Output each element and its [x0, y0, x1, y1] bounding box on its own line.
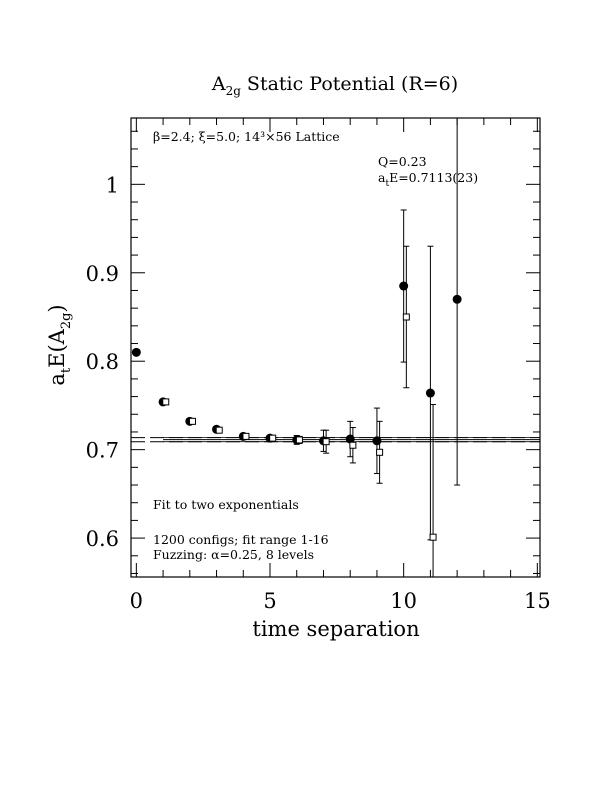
ylabel-part: a — [45, 373, 69, 386]
data-point — [429, 533, 437, 541]
data-point — [242, 432, 250, 440]
annotation: β=2.4; ξ=5.0; 14³×56 Lattice — [153, 129, 340, 144]
data-point — [425, 388, 435, 398]
y-tick-label: 1 — [106, 173, 119, 197]
data-point — [215, 426, 223, 434]
ylabel-sub: 2g — [59, 313, 74, 330]
annotation: atE=0.7113(23) — [378, 170, 478, 189]
y-tick-label: 0.9 — [86, 262, 119, 286]
y-tick-label: 0.6 — [86, 527, 119, 551]
x-axis-label: time separation — [252, 617, 419, 641]
data-point — [188, 417, 196, 425]
x-tick-label: 10 — [390, 589, 417, 613]
y-tick-label: 0.7 — [86, 439, 119, 463]
annotation: 1200 configs; fit range 1-16 — [153, 532, 329, 547]
data-point — [349, 441, 357, 449]
data-point — [322, 438, 330, 446]
title-part: Static Potential (R=6) — [241, 73, 458, 95]
ylabel-part: ) — [45, 304, 69, 312]
annotation-part: E=0.7113(23) — [389, 170, 478, 185]
y-axis-label: atE(A2g) — [45, 304, 74, 385]
annotation: Q=0.23 — [378, 154, 427, 169]
data-point — [376, 448, 384, 456]
x-tick-label: 0 — [130, 589, 143, 613]
annotation-part: a — [378, 170, 386, 185]
annotation: Fit to two exponentials — [153, 497, 299, 512]
data-point — [402, 313, 410, 321]
ylabel-part: E(A — [45, 328, 69, 368]
plot-data — [131, 118, 540, 577]
data-point — [269, 434, 277, 442]
data-point — [295, 436, 303, 444]
ylabel-sub: t — [59, 367, 74, 373]
data-point — [452, 294, 462, 304]
y-tick-label: 0.8 — [86, 350, 119, 374]
annotation-sub: t — [385, 179, 389, 189]
data-point — [131, 347, 141, 357]
chart-title: A2g Static Potential (R=6) — [211, 73, 458, 98]
title-sub: 2g — [226, 84, 242, 98]
x-tick-label: 5 — [263, 589, 276, 613]
data-point — [162, 398, 170, 406]
title-part: A — [211, 73, 226, 95]
x-tick-label: 15 — [524, 589, 551, 613]
plot-frame — [130, 117, 541, 578]
annotation: Fuzzing: α=0.25, 8 levels — [153, 547, 314, 562]
